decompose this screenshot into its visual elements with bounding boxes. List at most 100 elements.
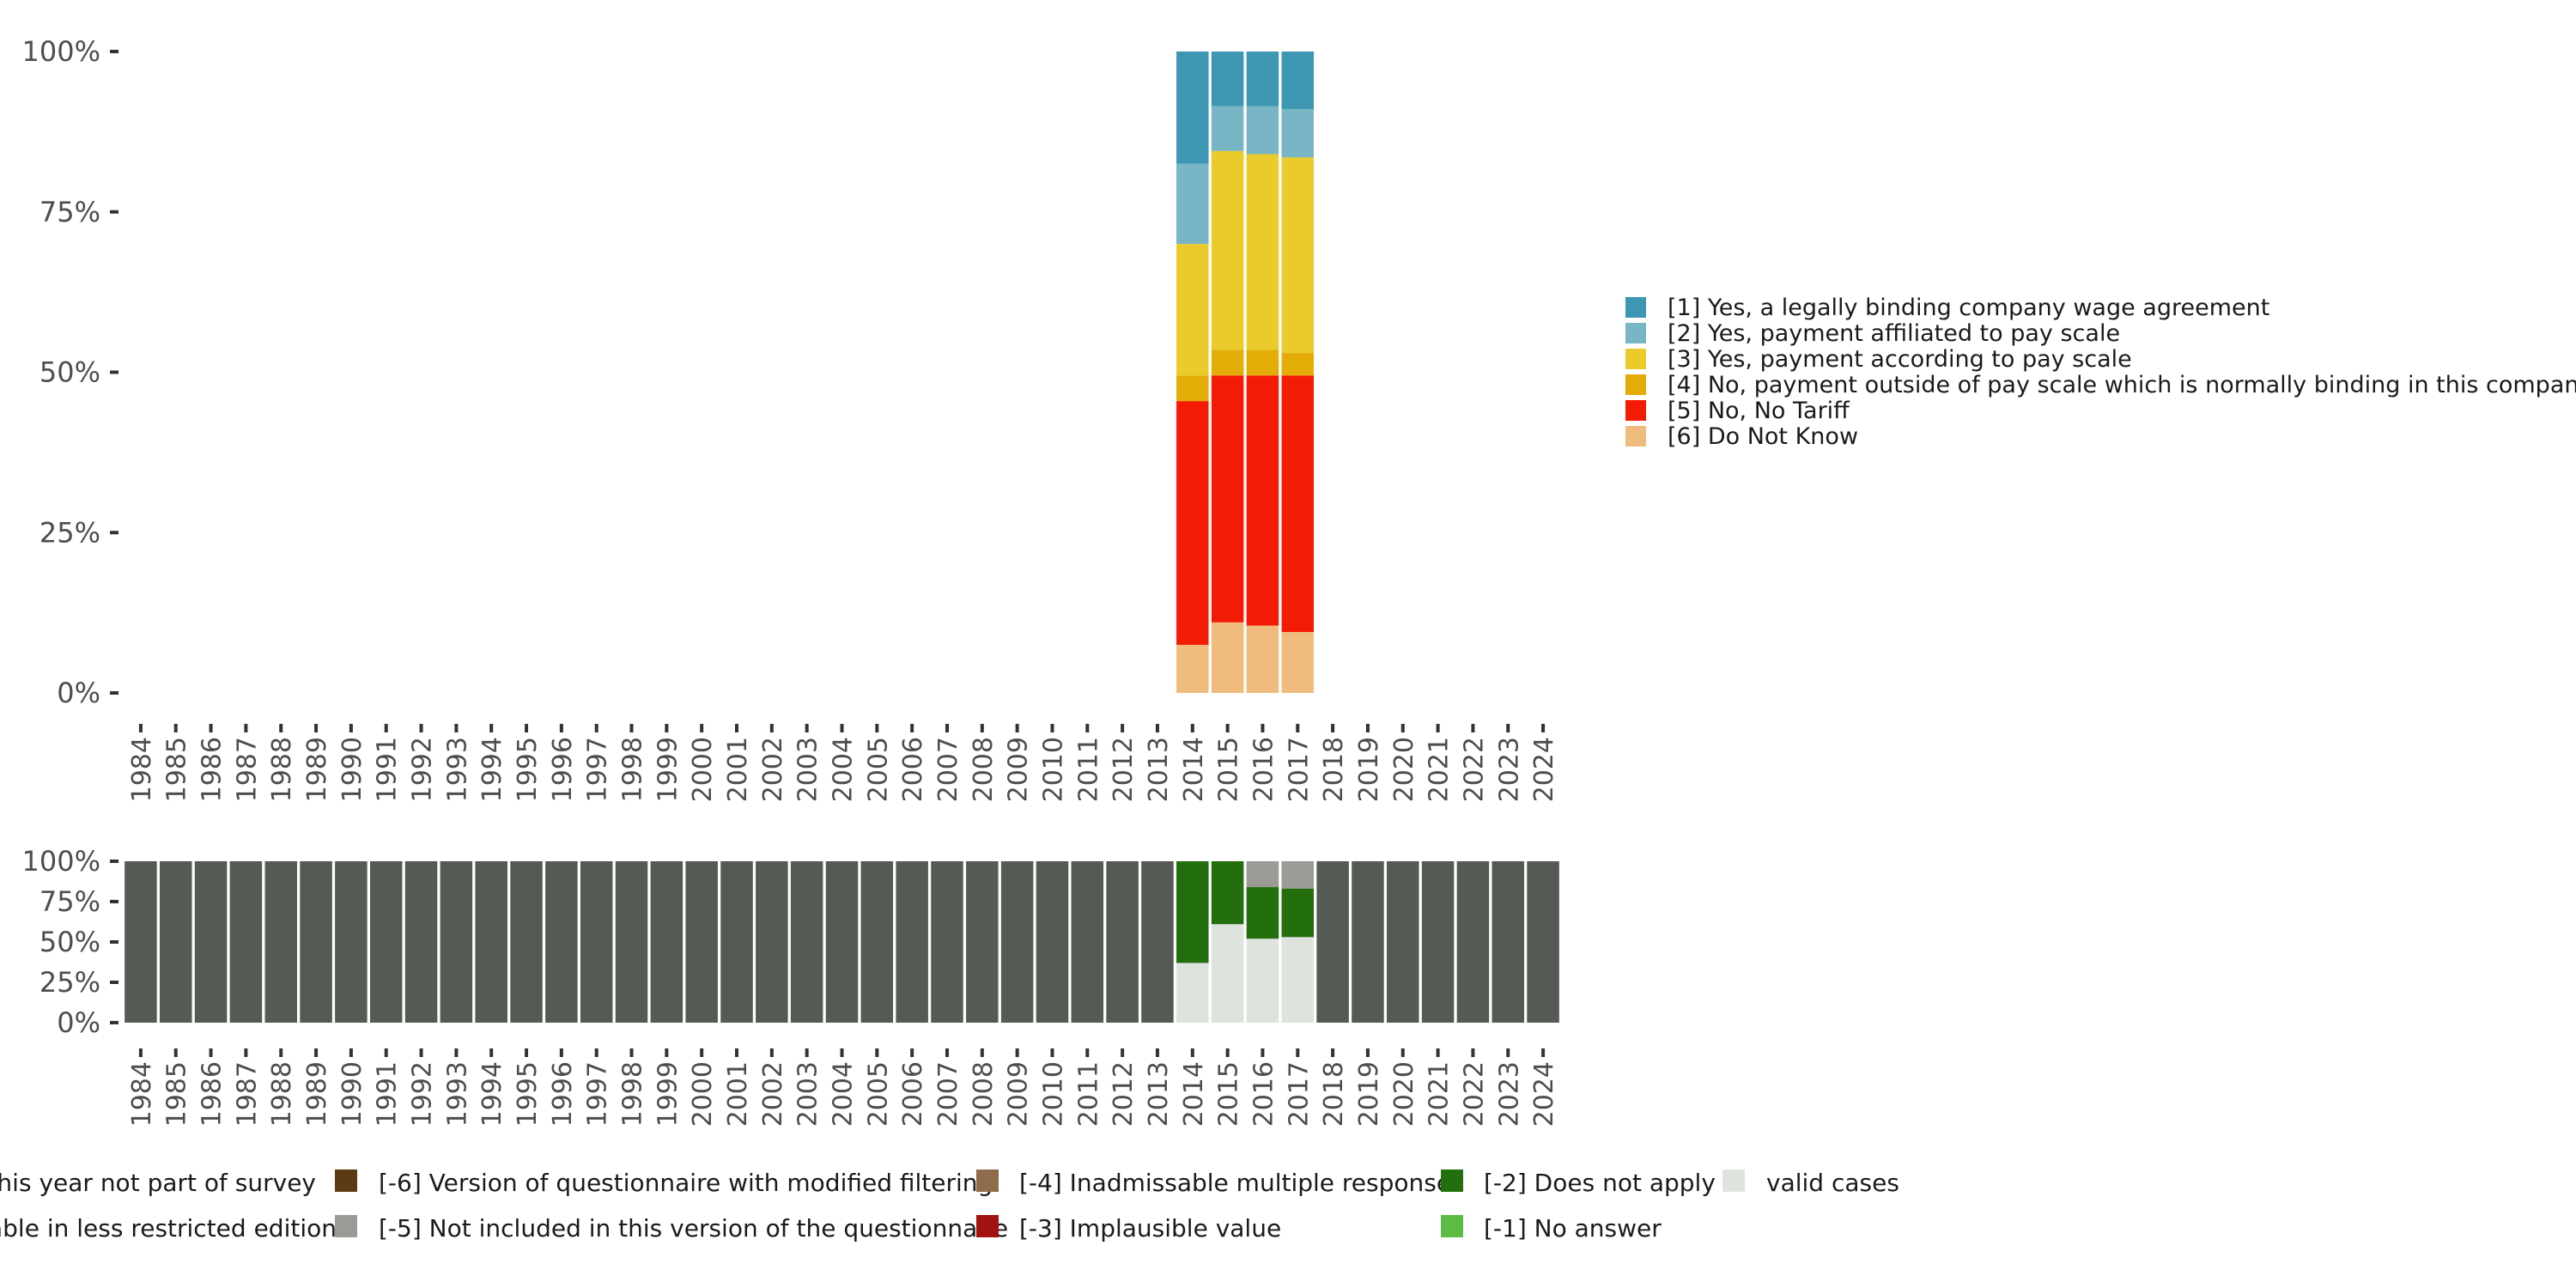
x-tick-label: 2018	[1319, 737, 1349, 802]
bar-segment	[369, 861, 403, 1023]
x-tick-label: 2001	[723, 737, 753, 802]
bar-segment	[159, 861, 192, 1023]
y-tick-label: 0%	[57, 677, 100, 709]
x-tick-label: 1998	[618, 737, 648, 802]
x-tick-label: 2012	[1109, 737, 1139, 802]
bar-segment	[1316, 861, 1349, 1023]
legend-swatch	[1722, 1170, 1745, 1192]
x-tick-label: 2016	[1249, 737, 1279, 802]
bar-segment	[966, 861, 999, 1023]
legend-label: [5] No, No Tariff	[1668, 398, 1850, 424]
x-tick-label: 2006	[898, 1061, 928, 1127]
x-tick-label: 2001	[723, 1061, 753, 1127]
legend-swatch	[976, 1170, 999, 1192]
x-tick-label: 2002	[758, 737, 788, 802]
legend-label: [-5] Not included in this version of the…	[379, 1214, 1008, 1242]
x-tick-label: 2023	[1494, 737, 1524, 802]
legend-label: able in less restricted edition	[0, 1214, 337, 1242]
x-tick-label: 1997	[583, 737, 613, 802]
legend-swatch	[1625, 374, 1646, 395]
legend-swatch	[335, 1215, 357, 1237]
bar-segment	[1211, 924, 1244, 1023]
y-tick-label: 50%	[39, 926, 100, 958]
legend-swatch	[1625, 400, 1646, 421]
x-tick-label: 1994	[477, 737, 507, 802]
bar-segment	[1281, 888, 1315, 938]
legend-swatch	[335, 1170, 357, 1192]
bar-segment	[1246, 939, 1279, 1023]
x-tick-label: 1989	[302, 737, 332, 802]
bar-segment	[1036, 861, 1069, 1023]
bar-segment	[1176, 244, 1209, 376]
bar-segment	[1246, 349, 1279, 376]
x-tick-label: 2019	[1354, 1061, 1384, 1127]
bar-segment	[896, 861, 928, 1023]
x-tick-label: 2014	[1179, 1061, 1209, 1127]
x-tick-label: 1999	[653, 737, 683, 802]
x-tick-label: 2015	[1214, 737, 1244, 802]
y-tick-label: 100%	[22, 845, 100, 878]
bar-segment	[1246, 106, 1279, 155]
x-tick-label: 1999	[653, 1061, 683, 1127]
x-tick-label: 1988	[267, 737, 297, 802]
x-tick-label: 2003	[793, 1061, 823, 1127]
legend-label: [3] Yes, payment according to pay scale	[1668, 346, 2132, 373]
bar-segment	[1176, 644, 1209, 693]
bar-segment	[1211, 349, 1244, 376]
bar-segment	[1246, 375, 1279, 626]
x-tick-label: 1990	[337, 1061, 368, 1127]
bar-segment	[1246, 861, 1279, 888]
legend-swatch	[1625, 323, 1646, 343]
x-tick-label: 2017	[1284, 737, 1314, 802]
top-legend: [1] Yes, a legally binding company wage …	[1625, 295, 2576, 450]
legend-label: [-4] Inadmissable multiple response	[1019, 1169, 1451, 1197]
bar-segment	[1211, 150, 1244, 350]
bar-segment	[1246, 625, 1279, 693]
legend-swatch	[1625, 349, 1646, 369]
x-tick-label: 1988	[267, 1061, 297, 1127]
bar-segment	[1456, 861, 1490, 1023]
bar-segment	[1176, 963, 1209, 1023]
x-tick-label: 1986	[197, 1061, 228, 1127]
x-tick-label: 1995	[513, 737, 543, 802]
bar-segment	[264, 861, 297, 1023]
x-tick-label: 2022	[1459, 737, 1489, 802]
x-tick-label: 1984	[127, 737, 157, 802]
x-tick-label: 1996	[548, 1061, 578, 1127]
x-tick-label: 2020	[1389, 1061, 1419, 1127]
bar-segment	[1281, 157, 1315, 354]
bar-segment	[1176, 163, 1209, 245]
x-tick-label: 2010	[1038, 737, 1068, 802]
x-tick-label: 2011	[1073, 737, 1103, 802]
x-tick-label: 2009	[1004, 1061, 1034, 1127]
bar-segment	[1421, 861, 1455, 1023]
bar-segment	[1211, 52, 1244, 106]
bar-segment	[1141, 861, 1174, 1023]
bar-segment	[1387, 861, 1419, 1023]
bar-segment	[300, 861, 332, 1023]
bottom-chart: 0%25%50%75%100%1984 1985 1986 1987 1988 1989 1…	[22, 845, 1560, 1127]
x-tick-label: 2022	[1459, 1061, 1489, 1127]
legend-label: [6] Do Not Know	[1668, 423, 1858, 450]
x-tick-label: 1995	[513, 1061, 543, 1127]
bar-segment	[1211, 106, 1244, 151]
x-tick-label: 2010	[1038, 1061, 1068, 1127]
x-tick-label: 2000	[688, 737, 718, 802]
legend-swatch	[1625, 297, 1646, 318]
bottom-legend: this year not part of survey [-6] Version…	[0, 1169, 1899, 1242]
x-tick-label: 2024	[1529, 1061, 1559, 1127]
bar-segment	[650, 861, 683, 1023]
x-tick-label: 1992	[408, 737, 438, 802]
x-tick-label: 2012	[1109, 1061, 1139, 1127]
legend-swatch	[1441, 1215, 1463, 1237]
bar-segment	[1211, 375, 1244, 623]
y-tick-label: 0%	[57, 1006, 100, 1039]
bar-segment	[1281, 353, 1315, 376]
x-tick-label: 2000	[688, 1061, 718, 1127]
bar-segment	[1281, 632, 1315, 693]
bar-segment	[685, 861, 718, 1023]
x-tick-label: 2021	[1425, 1061, 1455, 1127]
x-tick-label: 1993	[442, 737, 472, 802]
x-tick-label: 1990	[337, 737, 368, 802]
bar-segment	[125, 861, 157, 1023]
